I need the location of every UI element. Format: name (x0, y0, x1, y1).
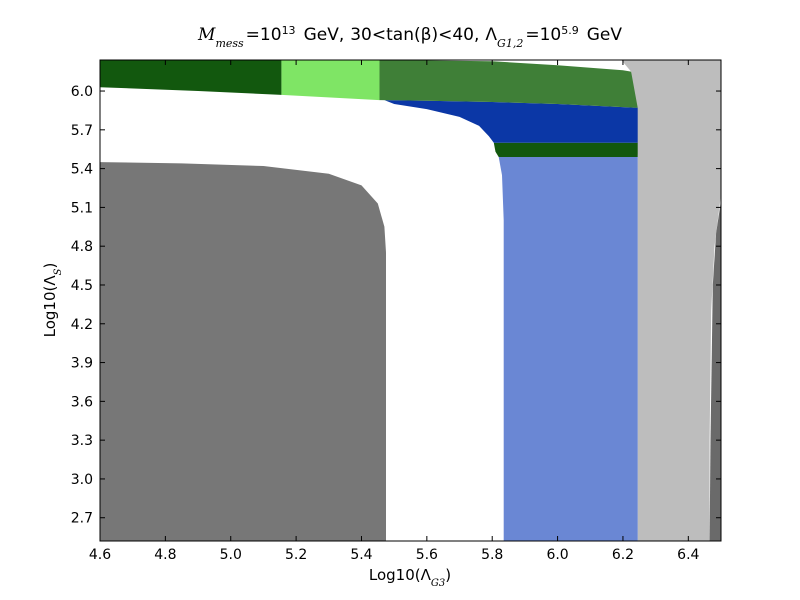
x-tick-label: 5.8 (481, 547, 503, 563)
region-2 (709, 200, 721, 541)
title-exp1: 13 (282, 24, 296, 37)
y-axis-label: Log10(ΛS) (41, 263, 64, 338)
title-lambda-sub: G1,2 (497, 37, 523, 50)
region-4 (493, 142, 638, 157)
title-gev2: GeV (587, 25, 623, 45)
y-tick-label: 5.1 (71, 200, 93, 216)
x-tick-label: 4.8 (154, 547, 176, 563)
title-lt1: < (372, 25, 386, 45)
region-1 (621, 60, 721, 541)
x-tick-label: 5.2 (285, 547, 307, 563)
x-tick-label: 6.0 (546, 547, 568, 563)
y-axis-label-prefix: Log10( (41, 286, 59, 338)
y-tick-label: 6.0 (71, 84, 93, 100)
y-axis-label-sub: S (53, 268, 64, 275)
y-tick-label: 5.7 (71, 123, 93, 139)
title-gev1: GeV, (304, 25, 345, 45)
x-axis-label-prefix: Log10( (369, 566, 421, 584)
y-tick-label: 2.7 (71, 511, 93, 527)
region-6 (379, 60, 638, 108)
y-tick-label: 3.0 (71, 472, 93, 488)
y-tick-label: 4.2 (71, 317, 93, 333)
y-tick-label: 4.5 (71, 278, 93, 294)
chart-title: Mmess =1013 GeV, 30<tan(β)<40, ΛG1,2 =105.9 Ge… (197, 24, 622, 50)
y-tick-label: 5.4 (71, 162, 93, 178)
y-tick-label: 3.3 (71, 433, 93, 449)
y-axis-label-symbol: Λ (41, 275, 59, 286)
ticks-group: 4.6 4.8 5.0 5.2 5.4 5.6 5.8 6.0 6.2 6.4 2.7 3.0 3.3 3… (71, 60, 721, 563)
y-axis-label-suffix: ) (41, 263, 59, 269)
x-tick-label: 5.6 (416, 547, 438, 563)
x-tick-label: 5.4 (350, 547, 372, 563)
title-upper: 40, (452, 25, 479, 45)
region-5 (384, 100, 638, 143)
x-tick-label: 4.6 (89, 547, 111, 563)
x-axis-label-sub: G3 (431, 578, 445, 589)
title-eq1: = (246, 25, 260, 45)
x-axis-label-suffix: ) (445, 566, 451, 584)
region-8 (100, 60, 282, 95)
title-eq2: = (525, 25, 539, 45)
region-0 (100, 162, 386, 541)
regions-group (100, 60, 721, 541)
x-tick-label: 5.0 (220, 547, 242, 563)
x-axis-label: Log10(ΛG3) (369, 566, 451, 589)
title-mess-symbol: M (197, 25, 216, 45)
plot-frame (99, 59, 722, 542)
title-lower: 30 (350, 25, 372, 45)
title-lambda: Λ (485, 25, 497, 45)
x-axis-label-symbol: Λ (421, 566, 432, 584)
x-tick-label: 6.4 (677, 547, 699, 563)
title-ten2: 10 (540, 25, 562, 45)
title-lt2: < (438, 25, 452, 45)
title-mess-sub: mess (215, 37, 244, 50)
y-tick-label: 3.9 (71, 356, 93, 372)
title-ten1: 10 (260, 25, 282, 45)
y-tick-label: 4.8 (71, 239, 93, 255)
title-exp2: 5.9 (561, 24, 579, 37)
y-tick-label: 3.6 (71, 394, 93, 410)
region-7 (281, 60, 380, 101)
title-tan: tan(β) (386, 25, 438, 45)
x-tick-label: 6.2 (612, 547, 634, 563)
region-3 (498, 157, 638, 541)
